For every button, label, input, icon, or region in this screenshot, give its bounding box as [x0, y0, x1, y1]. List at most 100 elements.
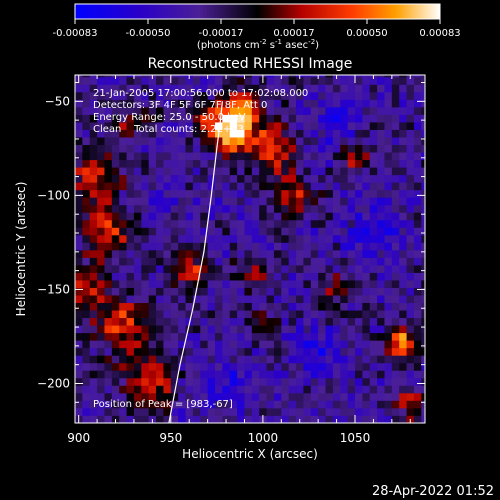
heatmap-cell — [244, 114, 253, 123]
heatmap-cell — [141, 114, 150, 123]
heatmap-cell — [97, 400, 105, 409]
heatmap-cell — [163, 347, 172, 356]
heatmap-cell — [377, 249, 385, 258]
heatmap-cell — [406, 152, 415, 161]
heatmap-cell — [273, 204, 282, 213]
heatmap-cell — [89, 257, 98, 266]
heatmap-cell — [163, 392, 172, 401]
heatmap-cell — [318, 377, 326, 386]
heatmap-cell — [126, 159, 135, 168]
heatmap-cell — [288, 347, 297, 356]
heatmap-cell — [377, 106, 385, 115]
heatmap-cell — [200, 385, 209, 394]
heatmap-cell — [133, 159, 142, 168]
heatmap-cell — [75, 407, 83, 416]
heatmap-cell — [413, 392, 422, 401]
heatmap-cell — [237, 347, 245, 356]
heatmap-cell — [215, 159, 223, 168]
heatmap-cell — [384, 137, 393, 145]
heatmap-cell — [325, 212, 334, 221]
heatmap-cell — [97, 99, 105, 108]
heatmap-cell — [406, 392, 415, 401]
heatmap-cell — [222, 347, 231, 356]
heatmap-cell — [281, 257, 290, 266]
heatmap-cell — [347, 377, 356, 386]
heatmap-cell — [266, 197, 275, 206]
heatmap-cell — [141, 355, 150, 364]
heatmap-cell — [340, 325, 349, 334]
heatmap-cell — [332, 407, 341, 416]
heatmap-cell — [340, 174, 349, 183]
heatmap-cell — [281, 362, 290, 371]
heatmap-cell — [126, 310, 135, 319]
heatmap-cell — [178, 75, 186, 78]
heatmap-cell — [82, 362, 91, 371]
heatmap-cell — [318, 325, 326, 334]
heatmap-cell — [215, 167, 223, 176]
heatmap-cell — [237, 219, 245, 228]
heatmap-cell — [244, 144, 253, 153]
heatmap-cell — [273, 174, 282, 183]
heatmap-cell — [310, 264, 319, 273]
heatmap-cell — [421, 295, 425, 304]
heatmap-cell — [119, 129, 127, 138]
heatmap-cell — [377, 189, 385, 198]
heatmap-cell — [126, 234, 135, 243]
heatmap-cell — [148, 234, 157, 243]
heatmap-cell — [296, 189, 304, 198]
heatmap-cell — [133, 272, 142, 281]
heatmap-cell — [111, 137, 120, 145]
heatmap-cell — [406, 174, 415, 183]
heatmap-cell — [75, 144, 83, 153]
heatmap-cell — [178, 159, 186, 168]
heatmap-cell — [133, 340, 142, 349]
heatmap-cell — [318, 76, 326, 85]
heatmap-cell — [332, 400, 341, 409]
heatmap-cell — [104, 152, 113, 161]
heatmap-cell — [178, 347, 186, 356]
heatmap-cell — [421, 197, 425, 206]
heatmap-cell — [237, 227, 245, 236]
heatmap-cell — [251, 347, 260, 356]
heatmap-cell — [303, 204, 312, 213]
heatmap-cell — [347, 114, 356, 123]
heatmap-cell — [273, 370, 282, 379]
heatmap-cell — [362, 355, 371, 364]
heatmap-cell — [215, 122, 223, 130]
heatmap-cell — [192, 227, 201, 236]
heatmap-cell — [325, 167, 334, 176]
heatmap-cell — [413, 167, 422, 176]
heatmap-cell — [89, 310, 98, 319]
heatmap-cell — [82, 122, 91, 130]
heatmap-cell — [413, 204, 422, 213]
heatmap-cell — [303, 264, 312, 273]
heatmap-cell — [273, 249, 282, 258]
heatmap-cell — [148, 91, 157, 100]
heatmap-cell — [340, 114, 349, 123]
heatmap-cell — [163, 377, 172, 386]
heatmap-cell — [178, 377, 186, 386]
heatmap-cell — [347, 392, 356, 401]
heatmap-cell — [126, 377, 135, 386]
heatmap-cell — [178, 152, 186, 161]
heatmap-cell — [251, 415, 260, 423]
heatmap-cell — [156, 167, 164, 176]
heatmap-cell — [281, 332, 290, 341]
heatmap-cell — [111, 174, 120, 183]
heatmap-cell — [281, 91, 290, 100]
heatmap-cell — [156, 407, 164, 416]
heatmap-cell — [355, 249, 363, 258]
heatmap-cell — [251, 242, 260, 251]
heatmap-cell — [296, 264, 304, 273]
heatmap-cell — [340, 234, 349, 243]
heatmap-cell — [237, 129, 245, 138]
heatmap-cell — [75, 84, 83, 93]
heatmap-cell — [288, 317, 297, 326]
heatmap-cell — [170, 325, 179, 334]
heatmap-cell — [104, 332, 113, 341]
heatmap-cell — [406, 362, 415, 371]
heatmap-cell — [244, 272, 253, 281]
heatmap-cell — [119, 227, 127, 236]
heatmap-cell — [82, 152, 91, 161]
heatmap-cell — [104, 204, 113, 213]
